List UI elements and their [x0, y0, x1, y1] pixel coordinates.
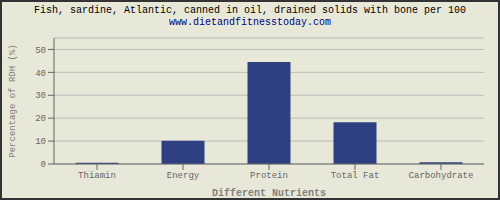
html-text:www.dietandfitnesstoday.com: www.dietandfitnesstoday.com	[169, 17, 331, 28]
svg-text:40: 40	[35, 69, 46, 79]
svg-text:Protein: Protein	[250, 171, 288, 181]
svg-text:10: 10	[35, 137, 46, 147]
svg-text:Carbohydrate: Carbohydrate	[409, 171, 474, 181]
svg-text:30: 30	[35, 91, 46, 101]
html-text:Fish, sardine, Atlantic, canne: Fish, sardine, Atlantic, canned in oil, …	[34, 5, 466, 16]
svg-text:Total Fat: Total Fat	[331, 171, 380, 181]
svg-text:Energy: Energy	[167, 171, 200, 181]
svg-text:Different Nutrients: Different Nutrients	[212, 188, 326, 198]
svg-text:Percentage of RDH (%): Percentage of RDH (%)	[8, 44, 18, 157]
svg-text:50: 50	[35, 46, 46, 56]
svg-text:Thiamin: Thiamin	[78, 171, 116, 181]
svg-text:0: 0	[41, 160, 46, 170]
svg-text:20: 20	[35, 114, 46, 124]
